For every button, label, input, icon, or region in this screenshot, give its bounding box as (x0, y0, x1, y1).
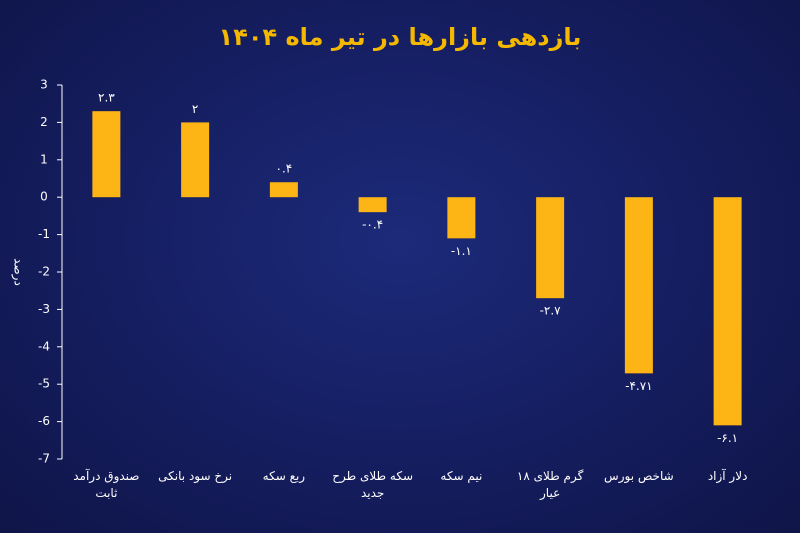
y-tick-label: -2 (38, 265, 50, 279)
x-tick-label: صندوق درآمد ثابت (73, 469, 140, 500)
x-tick-label: شاخص بورس (604, 469, 674, 483)
bar (447, 197, 476, 239)
bar (713, 197, 742, 426)
value-label: -۰.۴ (362, 218, 383, 232)
bar (92, 111, 121, 198)
y-tick-label: -1 (38, 227, 50, 241)
x-tick-label: ربع سکه (262, 469, 306, 483)
y-tick-label: 1 (40, 152, 48, 166)
value-label: ۲.۳ (98, 91, 115, 105)
y-axis-label: درصد (11, 258, 26, 286)
y-tick-label: 0 (40, 190, 48, 204)
y-tick-label: -3 (38, 302, 50, 316)
bar (181, 122, 210, 198)
x-tick-label: دلار آزاد (707, 469, 748, 483)
bar (624, 197, 653, 374)
y-tick-label: 3 (40, 78, 48, 92)
x-tick-label: نرخ سود بانکی (158, 469, 233, 483)
bar (536, 197, 565, 299)
bar (269, 182, 298, 198)
bar (358, 197, 387, 213)
value-label: -۱.۱ (451, 244, 472, 258)
y-tick-label: -6 (38, 414, 50, 428)
y-tick-label: -4 (38, 339, 50, 353)
chart-title: بازدهی بازارها در تیر ماه ۱۴۰۴ (219, 23, 582, 51)
value-label: ۲ (192, 102, 198, 116)
value-label: -۴.۷۱ (625, 379, 652, 393)
x-tick-label: سکه طلای طرح جدید (332, 469, 413, 500)
y-tick-label: 2 (40, 115, 48, 129)
y-tick-label: -7 (38, 452, 50, 466)
x-tick-label: گرم طلای ۱۸ عیار (516, 469, 584, 500)
value-label: -۶.۱ (717, 431, 738, 445)
y-tick-label: -5 (38, 377, 50, 391)
x-tick-label: نیم سکه (440, 469, 483, 483)
value-label: ۰.۴ (276, 162, 293, 176)
value-label: -۲.۷ (540, 304, 562, 318)
